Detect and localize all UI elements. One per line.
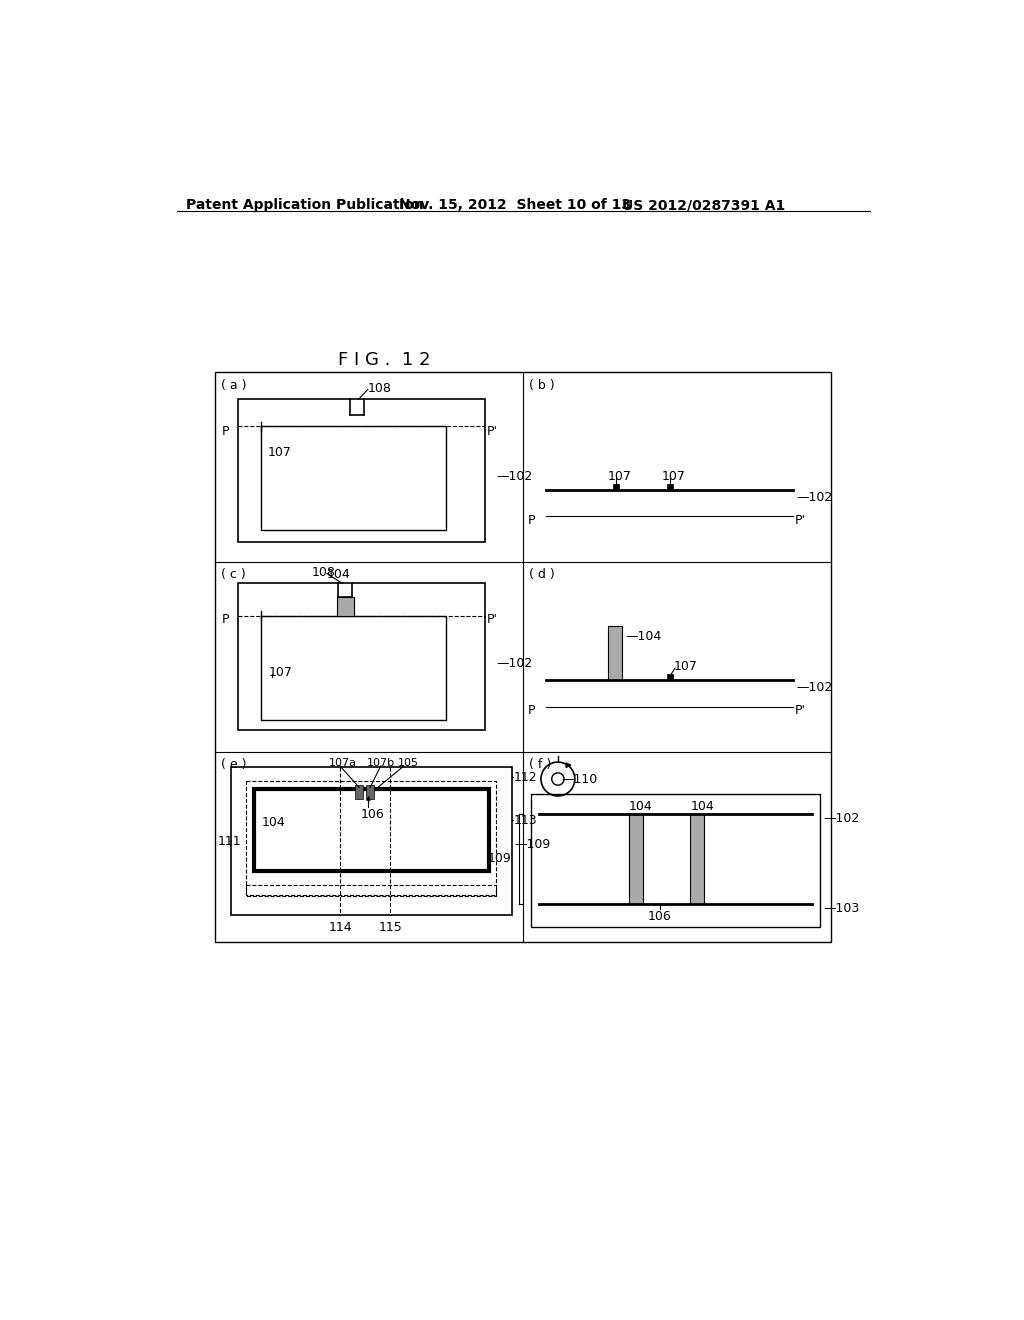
Text: 113: 113 [514, 813, 538, 826]
Text: —103: —103 [823, 903, 860, 915]
Bar [367, 785, 374, 799]
Text: 104: 104 [690, 800, 714, 813]
Text: 107: 107 [674, 660, 697, 673]
Text: ( d ): ( d ) [529, 568, 555, 581]
Text: ( c ): ( c ) [221, 568, 246, 581]
Text: 104: 104 [327, 568, 350, 581]
Text: 111: 111 [217, 834, 242, 847]
Bar [337, 597, 354, 615]
Text: —110: —110 [562, 774, 598, 785]
Text: Patent Application Publication: Patent Application Publication [186, 198, 424, 213]
Text: —109: —109 [514, 837, 550, 850]
Text: 107: 107 [608, 470, 632, 483]
Text: 107: 107 [269, 665, 293, 678]
Text: 107: 107 [267, 446, 292, 458]
Text: 115: 115 [379, 921, 402, 935]
Bar [230, 767, 512, 915]
Bar [355, 785, 364, 799]
Text: —102: —102 [497, 656, 532, 669]
Text: 104: 104 [629, 800, 652, 813]
Text: 105: 105 [397, 758, 419, 768]
Text: P: P [527, 705, 535, 717]
Text: 104: 104 [261, 816, 286, 829]
Text: ( e ): ( e ) [221, 758, 247, 771]
Bar [531, 795, 819, 927]
Text: —102: —102 [797, 681, 833, 694]
Bar [261, 615, 446, 719]
Text: —102: —102 [497, 470, 532, 483]
Text: US 2012/0287391 A1: US 2012/0287391 A1 [622, 198, 785, 213]
Text: 108: 108 [311, 566, 336, 578]
Bar [215, 372, 831, 942]
Text: 106: 106 [647, 909, 672, 923]
Bar [613, 484, 618, 490]
Bar [239, 400, 484, 543]
Bar [239, 583, 484, 730]
Text: 108: 108 [368, 381, 391, 395]
Text: 107: 107 [662, 470, 686, 483]
Bar [246, 886, 497, 896]
Text: —104: —104 [626, 630, 662, 643]
Bar [668, 675, 673, 680]
Text: P: P [221, 614, 229, 627]
Text: P': P' [795, 515, 806, 527]
Bar [690, 813, 705, 904]
Text: Nov. 15, 2012  Sheet 10 of 13: Nov. 15, 2012 Sheet 10 of 13 [398, 198, 631, 213]
Bar [254, 789, 488, 871]
Bar [261, 426, 446, 531]
Text: ( f ): ( f ) [529, 758, 552, 771]
Bar [668, 484, 673, 490]
Text: F I G .  1 2: F I G . 1 2 [339, 351, 431, 368]
Text: 112: 112 [514, 771, 538, 784]
Text: —102: —102 [797, 491, 833, 504]
Text: P: P [221, 425, 229, 438]
Bar [246, 781, 497, 895]
Text: ( a ): ( a ) [221, 379, 247, 392]
Bar [608, 626, 622, 680]
Text: P: P [527, 515, 535, 527]
Text: P': P' [487, 614, 498, 627]
Text: 109: 109 [488, 851, 512, 865]
Text: P': P' [795, 705, 806, 717]
Text: 106: 106 [360, 808, 385, 821]
Bar [629, 813, 643, 904]
Text: ( b ): ( b ) [529, 379, 555, 392]
Text: P': P' [487, 425, 498, 438]
Text: 107a: 107a [329, 758, 356, 768]
Text: 114: 114 [329, 921, 352, 935]
Text: 107b: 107b [367, 758, 395, 768]
Text: —102: —102 [823, 812, 860, 825]
